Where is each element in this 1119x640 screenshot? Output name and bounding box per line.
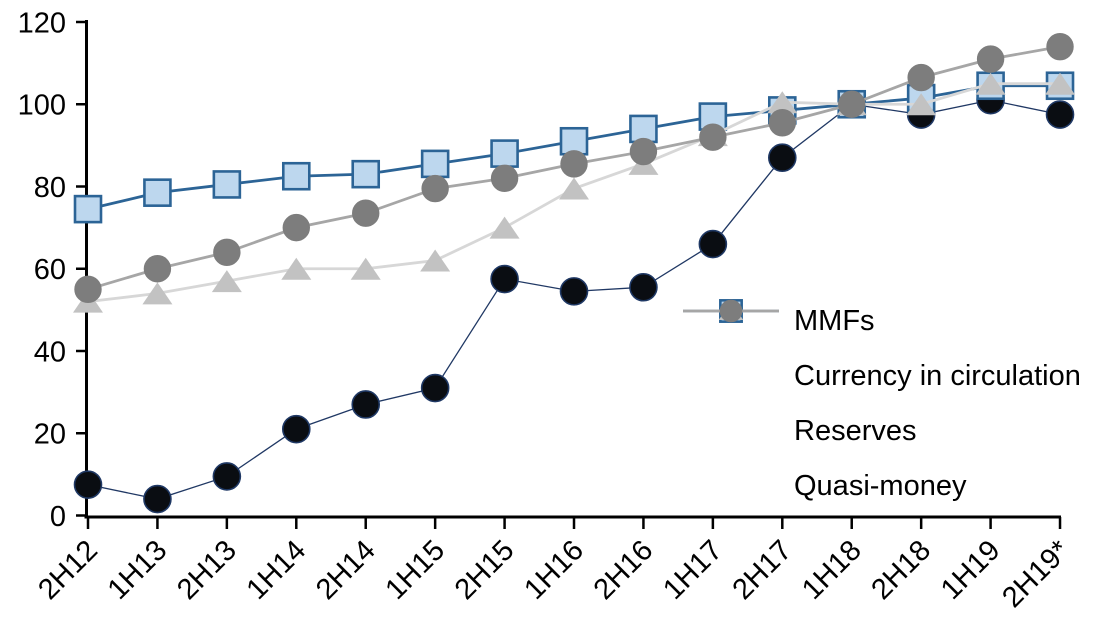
x-tick-label: 1H13 — [102, 534, 174, 606]
marker-quasi-money — [629, 137, 658, 166]
legend-label-reserves: Reserves — [794, 415, 917, 447]
marker-currency-in-circulation — [490, 139, 519, 168]
y-tick-label: 100 — [18, 90, 66, 122]
x-tick-label: 2H14 — [310, 534, 382, 606]
marker-mmfs — [698, 229, 728, 259]
y-tick-label: 40 — [34, 336, 66, 368]
marker-mmfs — [281, 414, 311, 444]
x-tick-label: 2H16 — [588, 534, 660, 606]
marker-quasi-money — [143, 255, 172, 283]
marker-reserves — [767, 91, 798, 114]
marker-reserves — [1045, 72, 1076, 95]
marker-currency-in-circulation — [629, 114, 658, 144]
marker-quasi-money — [768, 109, 796, 137]
marker-quasi-money — [699, 123, 727, 151]
x-tick-label: 1H15 — [379, 534, 451, 606]
marker-mmfs — [212, 462, 242, 491]
x-tick-label: 1H17 — [657, 534, 729, 606]
marker-reserves — [211, 270, 242, 293]
marker-mmfs — [1045, 100, 1075, 129]
y-tick-label: 60 — [34, 254, 66, 286]
legend-label-mmfs: MMFs — [794, 305, 875, 337]
marker-quasi-money — [213, 238, 241, 267]
marker-quasi-money — [560, 150, 588, 178]
marker-quasi-money — [352, 199, 380, 227]
marker-currency-in-circulation — [351, 159, 381, 189]
quasi-money-circle-marker-icon — [681, 299, 781, 504]
marker-currency-in-circulation — [420, 149, 450, 179]
marker-mmfs — [73, 470, 103, 499]
legend-swatch-quasi-money — [683, 299, 779, 323]
x-tick-label: 2H12 — [32, 534, 104, 606]
marker-reserves — [559, 177, 590, 200]
legend-label-currency-in-circulation: Currency in circulation — [794, 360, 1081, 392]
legend-item-reserves: Reserves — [681, 301, 1081, 459]
x-tick-label: 2H18 — [865, 534, 937, 606]
legend: MMFs Currency in circulation Reserves Qu… — [681, 294, 1081, 514]
marker-reserves — [489, 216, 520, 239]
marker-quasi-money — [976, 45, 1005, 73]
legend-label-quasi-money: Quasi-money — [794, 470, 967, 502]
marker-reserves — [142, 282, 173, 305]
marker-reserves — [281, 257, 312, 280]
marker-mmfs — [629, 272, 658, 302]
x-tick-label: 1H16 — [518, 534, 590, 606]
y-tick-label: 120 — [18, 7, 66, 39]
marker-mmfs — [143, 484, 172, 514]
marker-currency-in-circulation — [143, 178, 172, 207]
x-tick-label: 2H17 — [727, 534, 799, 606]
legend-item-currency-in-circulation: Currency in circulation — [681, 299, 1081, 404]
x-tick-label: 2H13 — [171, 534, 243, 606]
marker-mmfs — [351, 390, 381, 419]
marker-mmfs — [559, 277, 589, 306]
y-tick-label: 80 — [34, 172, 66, 204]
y-tick-label: 20 — [34, 419, 66, 451]
marker-reserves — [350, 257, 381, 280]
marker-quasi-money — [74, 275, 102, 304]
x-tick-label: 1H19 — [935, 534, 1007, 606]
currency-square-marker-icon — [681, 299, 781, 394]
marker-reserves — [420, 249, 451, 272]
legend-item-quasi-money: Quasi-money — [681, 299, 1081, 514]
marker-mmfs — [490, 264, 519, 294]
marker-currency-in-circulation — [212, 170, 242, 199]
x-tick-label: 2H19* — [996, 534, 1076, 614]
marker-quasi-money — [490, 164, 519, 192]
marker-currency-in-circulation — [281, 161, 311, 191]
marker-currency-in-circulation — [73, 194, 103, 224]
x-tick-label: 1H18 — [796, 534, 868, 606]
marker-quasi-money — [282, 213, 310, 242]
marker-mmfs — [420, 373, 450, 403]
y-tick-label: 0 — [50, 501, 66, 533]
series-quasi-money — [74, 32, 1074, 304]
x-tick-label: 1H14 — [241, 534, 313, 606]
marker-reserves — [975, 72, 1006, 95]
marker-quasi-money — [421, 174, 449, 203]
marker-quasi-money — [719, 299, 743, 323]
x-tick-label: 2H15 — [449, 534, 521, 606]
marker-quasi-money — [838, 90, 866, 118]
marker-mmfs — [767, 143, 797, 173]
reserves-triangle-marker-icon — [681, 301, 781, 449]
marker-quasi-money — [907, 63, 935, 92]
marker-reserves — [906, 93, 937, 116]
series-currency-in-circulation — [73, 71, 1075, 224]
marker-quasi-money — [1046, 32, 1074, 61]
